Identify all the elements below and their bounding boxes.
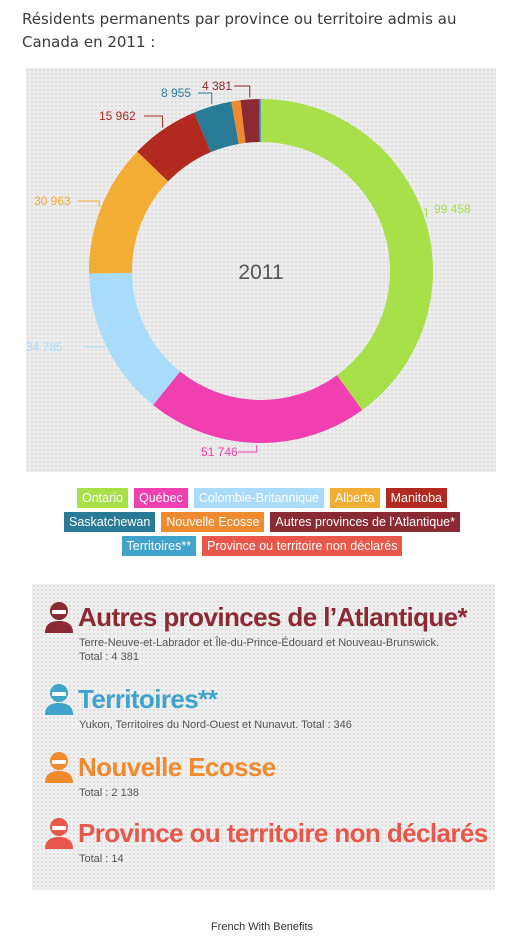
footer-credit: French With Benefits (210, 921, 314, 933)
legend-row: Saskatchewan Nouvelle Ecosse Autres provin… (64, 512, 460, 532)
note-heading: Autres provinces de l’Atlantique* (78, 602, 468, 632)
note-heading: Nouvelle Ecosse (78, 752, 276, 782)
slice-leader-line (198, 92, 213, 105)
legend-item[interactable]: Territoires** (121, 536, 197, 556)
slice-data-label: 51 746 (201, 445, 238, 459)
donut-slice-manitoba (137, 112, 211, 182)
slice-data-label: 30 963 (34, 194, 71, 208)
note-line: Terre-Neuve-et-Labrador et Île-du-Prince… (79, 637, 440, 649)
donut-slice-autres-provinces-de-l-atlantique- (240, 99, 260, 143)
note-heading: Territoires** (78, 684, 218, 714)
legend-item[interactable]: Province ou territoire non déclarés (202, 536, 403, 556)
legend: Ontario Québec Colombie-Britannique Alberta… (0, 488, 524, 556)
legend-item[interactable]: Alberta (329, 488, 380, 508)
note-description: Terre-Neuve-et-Labrador et Île-du-Prince… (79, 636, 479, 664)
slice-leader-line (424, 208, 427, 218)
donut-slice-qu-bec (153, 371, 363, 443)
slice-leader-line (234, 85, 251, 98)
person-icon (45, 752, 73, 783)
legend-item[interactable]: Manitoba (385, 488, 448, 508)
legend-item[interactable]: Colombie-Britannique (193, 488, 324, 508)
legend-item[interactable]: Nouvelle Ecosse (161, 512, 265, 532)
note-description: Total : 14 (79, 852, 479, 866)
donut-slice-saskatchewan (194, 101, 239, 153)
note-description: Yukon, Territoires du Nord-Ouest et Nuna… (79, 718, 479, 732)
person-icon (45, 818, 73, 849)
chart-panel: 99 458 51 746 34 785 30 963 15 962 8 955 4 381… (26, 68, 496, 472)
slice-data-label: 15 962 (99, 109, 136, 123)
slice-data-label: 8 955 (161, 86, 191, 100)
note-line: Total : 2 138 (79, 787, 139, 799)
slice-leader-line (144, 115, 164, 128)
legend-row: Ontario Québec Colombie-Britannique Alberta… (76, 488, 448, 508)
note-line: Yukon, Territoires du Nord-Ouest et Nuna… (79, 719, 352, 731)
slice-data-label: 4 381 (202, 79, 232, 93)
note-header: Nouvelle Ecosse (44, 750, 479, 784)
note-description: Total : 2 138 (79, 786, 479, 800)
donut-slice-nouvelle-ecosse (231, 100, 246, 144)
note-line: Total : 14 (79, 853, 124, 865)
note-header: Territoires** (44, 682, 479, 716)
legend-item[interactable]: Ontario (76, 488, 128, 508)
note-heading: Province ou territoire non déclarés (78, 818, 488, 848)
person-icon (45, 602, 73, 633)
note-block: Territoires** Yukon, Territoires du Nord-… (44, 682, 479, 732)
donut-slice-alberta (89, 151, 169, 274)
note-header: Province ou territoire non déclarés (44, 816, 488, 850)
person-icon (45, 684, 73, 715)
note-line: Total : 4 381 (79, 651, 139, 663)
note-header: Autres provinces de l’Atlantique* (44, 600, 479, 634)
legend-row: Territoires** Province ou territoire non … (121, 536, 403, 556)
slice-leader-line (78, 200, 100, 208)
chart-title: Résidents permanents par province ou ter… (22, 10, 457, 51)
note-block: Nouvelle Ecosse Total : 2 138 (44, 750, 479, 800)
donut-slice-territoires- (259, 99, 261, 143)
legend-item[interactable]: Québec (133, 488, 188, 508)
legend-item[interactable]: Saskatchewan (64, 512, 156, 532)
donut-slice-ontario (261, 99, 434, 411)
donut-slice-colombie-britannique (89, 272, 181, 405)
slice-data-label: 99 458 (434, 202, 471, 216)
slice-data-label: 34 785 (26, 340, 63, 354)
donut-center-label: 2011 (238, 261, 283, 284)
note-block: Autres provinces de l’Atlantique* Terre-N… (44, 600, 479, 664)
note-block: Province ou territoire non déclarés Total… (44, 816, 488, 866)
donut-chart: 99 458 51 746 34 785 30 963 15 962 8 955 4 381… (26, 79, 471, 459)
slice-leader-line (238, 444, 258, 453)
legend-item[interactable]: Autres provinces de l'Atlantique* (270, 512, 460, 532)
notes-panel: Autres provinces de l’Atlantique* Terre-N… (32, 584, 495, 890)
